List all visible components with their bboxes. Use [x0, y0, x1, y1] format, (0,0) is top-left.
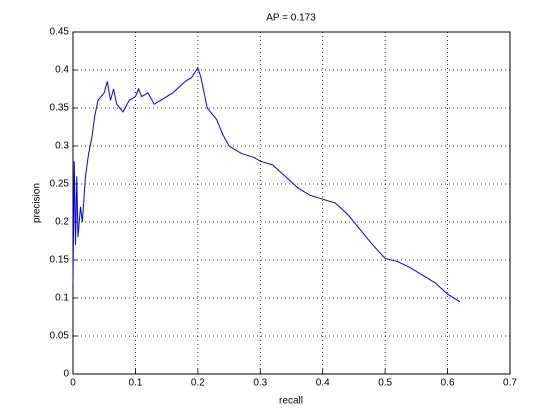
pr-curve [72, 66, 461, 303]
x-tick-label: 0.1 [128, 378, 142, 389]
chart-title: AP = 0.173 [266, 13, 316, 24]
y-tick-label: 0.1 [55, 293, 69, 304]
y-axis-label: precision [32, 183, 43, 223]
x-tick-label: 0.6 [441, 378, 455, 389]
y-tick-label: 0.3 [55, 141, 69, 152]
y-tick-label: 0.35 [50, 103, 70, 114]
x-tick-label: 0 [70, 378, 76, 389]
y-tick-label: 0.4 [55, 65, 69, 76]
x-tick-label: 0.5 [378, 378, 392, 389]
y-tick-label: 0.05 [50, 331, 70, 342]
x-axis-label: recall [279, 396, 303, 407]
x-tick-label: 0.7 [503, 378, 517, 389]
y-tick-label: 0.15 [50, 255, 70, 266]
y-tick-label: 0.2 [55, 217, 69, 228]
y-tick-label: 0.25 [50, 179, 70, 190]
y-tick-label: 0.45 [50, 27, 70, 38]
y-tick-label: 0 [63, 369, 69, 380]
axes-box [72, 31, 511, 375]
x-tick-label: 0.4 [316, 378, 330, 389]
x-tick-label: 0.3 [253, 378, 267, 389]
x-tick-label: 0.2 [191, 378, 205, 389]
